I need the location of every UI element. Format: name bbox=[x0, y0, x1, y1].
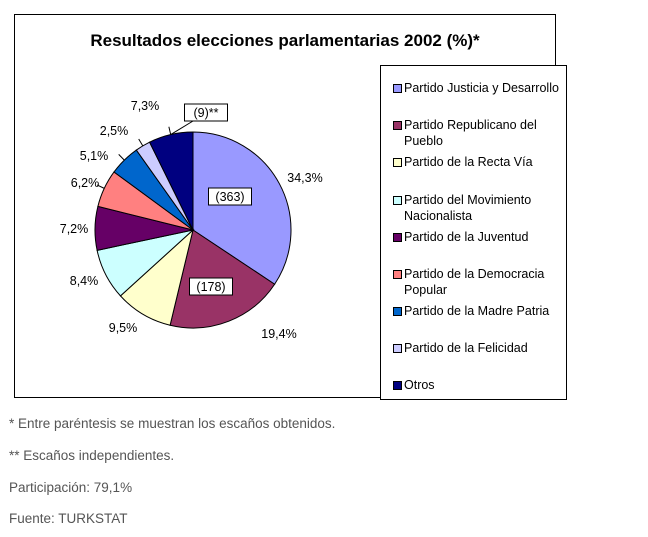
legend-swatch bbox=[393, 344, 402, 353]
legend-item: Partido del Movimiento Nacionalista bbox=[393, 192, 563, 224]
legend-item: Partido de la Madre Patria bbox=[393, 303, 563, 319]
leader-line bbox=[138, 138, 144, 147]
pie-chart: 34,3% (363) 19,4% (178) 9,5% 8,4% 7,2% 6,2% 5,1%… bbox=[60, 99, 323, 341]
seats-label: (363) bbox=[208, 187, 252, 206]
legend-item: Partido de la Democracia Popular bbox=[393, 266, 563, 298]
percent-label: 2,5% bbox=[100, 124, 129, 138]
percent-label: 9,5% bbox=[109, 321, 138, 335]
seats-label: (178) bbox=[189, 277, 233, 296]
legend-swatch bbox=[393, 84, 402, 93]
percent-label: 5,1% bbox=[80, 149, 109, 163]
percent-label: 8,4% bbox=[70, 274, 99, 288]
legend-item: Partido Justicia y Desarrollo bbox=[393, 80, 563, 96]
leader-line bbox=[118, 154, 125, 161]
independents-footnote: ** Escaños independientes. bbox=[9, 448, 175, 463]
svg-text:(9)**: (9)** bbox=[193, 106, 218, 120]
legend-label: Otros bbox=[404, 378, 435, 392]
percent-label: 7,2% bbox=[60, 222, 89, 236]
legend-item: Partido Republicano del Pueblo bbox=[393, 117, 563, 149]
legend-label: Partido de la Madre Patria bbox=[404, 304, 550, 318]
legend-label: Partido de la Juventud bbox=[404, 230, 529, 244]
seats-footnote: * Entre paréntesis se muestran los escañ… bbox=[9, 416, 336, 431]
legend: Partido Justicia y Desarrollo Partido Re… bbox=[380, 65, 567, 400]
legend-item: Partido de la Felicidad bbox=[393, 340, 563, 356]
legend-label: Partido Republicano del Pueblo bbox=[404, 118, 537, 148]
legend-swatch bbox=[393, 158, 402, 167]
legend-item: Partido de la Juventud bbox=[393, 229, 563, 245]
percent-label: 6,2% bbox=[71, 176, 100, 190]
legend-item: Partido de la Recta Vía bbox=[393, 154, 563, 170]
seats-label: (9)** bbox=[184, 103, 228, 122]
percent-label: 7,3% bbox=[131, 99, 160, 113]
svg-text:(363): (363) bbox=[215, 190, 244, 204]
legend-swatch bbox=[393, 270, 402, 279]
chart-frame: Resultados elecciones parlamentarias 200… bbox=[14, 14, 567, 400]
legend-label: Partido del Movimiento Nacionalista bbox=[404, 193, 532, 223]
legend-swatch bbox=[393, 307, 402, 316]
legend-label: Partido de la Recta Vía bbox=[404, 155, 533, 169]
chart-title: Resultados elecciones parlamentarias 200… bbox=[90, 31, 480, 50]
legend-swatch bbox=[393, 121, 402, 130]
legend-label: Partido de la Democracia Popular bbox=[404, 267, 545, 297]
percent-label: 34,3% bbox=[287, 171, 322, 185]
legend-swatch bbox=[393, 233, 402, 242]
legend-swatch bbox=[393, 196, 402, 205]
participation-note: Participación: 79,1% bbox=[9, 480, 133, 495]
leader-line bbox=[96, 184, 105, 189]
legend-item: Otros bbox=[393, 377, 563, 393]
leader-line bbox=[170, 120, 194, 135]
legend-label: Partido de la Felicidad bbox=[404, 341, 528, 355]
percent-label: 19,4% bbox=[261, 327, 296, 341]
leader-line bbox=[168, 126, 172, 135]
legend-swatch bbox=[393, 381, 402, 390]
source-note: Fuente: TURKSTAT bbox=[9, 511, 128, 526]
legend-label: Partido Justicia y Desarrollo bbox=[404, 81, 559, 95]
svg-text:(178): (178) bbox=[196, 280, 225, 294]
